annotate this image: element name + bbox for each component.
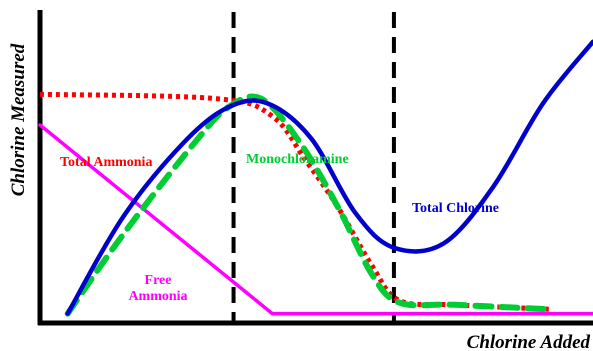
free-ammonia-label-2: Ammonia (128, 289, 187, 304)
monochloramine-line (64, 93, 552, 317)
x-axis-title: Chlorine Added (467, 332, 591, 351)
total-chlorine-line (65, 39, 593, 316)
free-ammonia-line (38, 123, 593, 316)
y-axis-title: Chlorine Measured (8, 43, 29, 196)
breakpoint-lines (231, 12, 396, 323)
series-labels: Total Ammonia Monochloramine Total Chlorin… (60, 152, 499, 304)
total-ammonia-label: Total Ammonia (60, 155, 152, 170)
axes (37, 10, 593, 326)
free-ammonia-label-1: Free (145, 273, 172, 288)
total-chlorine-label: Total Chlorine (412, 201, 499, 216)
series-layer (38, 39, 593, 317)
monochloramine-label: Monochloramine (246, 152, 349, 167)
